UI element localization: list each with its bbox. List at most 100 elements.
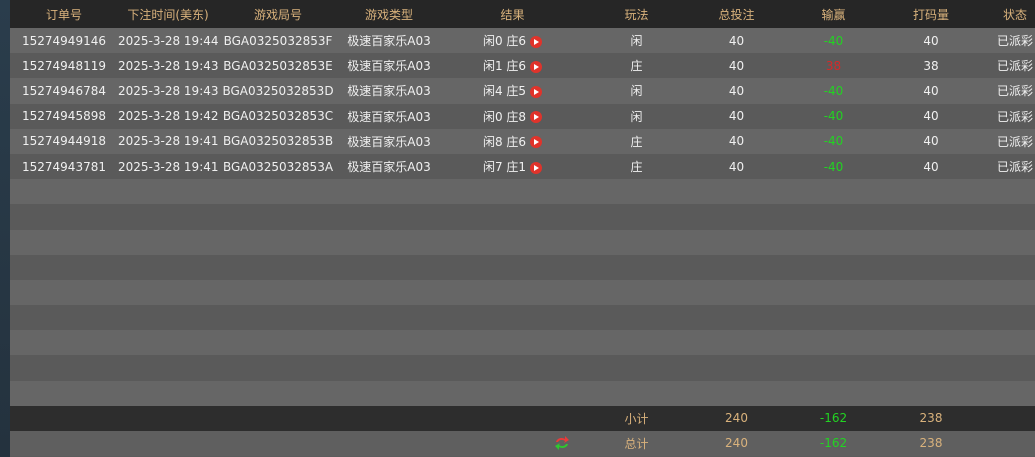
subtotal-turnover: 238: [919, 411, 943, 426]
cell-bet-time: 2025-3-28 19:41: [118, 159, 218, 174]
cell-status: 已派彩: [996, 59, 1033, 74]
cell-round-id: BGA0325032853E: [223, 58, 333, 73]
table-header: 订单号 下注时间(美东) 游戏局号 游戏类型 结果 玩法 总投注 输赢 打码量 状态: [10, 0, 1035, 28]
result-text: 闲8 庄6: [482, 134, 527, 149]
empty-row: [10, 355, 1035, 381]
cell-game-type: 极速百家乐A03: [347, 109, 431, 124]
cell-total-bet: 40: [728, 83, 745, 98]
play-video-icon[interactable]: [530, 111, 543, 124]
header-status: 状态: [1002, 7, 1027, 22]
cell-play-type: 庄: [630, 59, 643, 74]
header-bet-time: 下注时间(美东): [127, 7, 209, 22]
table-row[interactable]: 15274945898 2025-3-28 19:42 BGA0325032853C…: [10, 103, 1035, 129]
cell-total-bet: 40: [728, 33, 745, 48]
empty-row: [10, 279, 1035, 306]
cell-round-id: BGA0325032853B: [222, 134, 334, 149]
cell-result: 闲1 庄6: [440, 53, 585, 78]
table-row[interactable]: 15274944918 2025-3-28 19:41 BGA0325032853B…: [10, 128, 1035, 154]
cell-game-type: 极速百家乐A03: [347, 59, 431, 74]
header-win-loss: 输赢: [821, 7, 846, 22]
header-game-type: 游戏类型: [364, 7, 413, 22]
cell-turnover: 38: [923, 58, 939, 73]
header-total-bet: 总投注: [718, 7, 755, 22]
cell-play-type: 闲: [630, 84, 643, 99]
cell-status: 已派彩: [996, 160, 1033, 175]
empty-row: [10, 229, 1035, 255]
cell-total-bet: 40: [728, 109, 745, 124]
bet-records-table: 订单号 下注时间(美东) 游戏局号 游戏类型 结果 玩法 总投注 输赢 打码量 状态 152749…: [10, 0, 1035, 456]
cell-win-loss: -40: [823, 83, 844, 98]
cell-order-id: 15274944918: [22, 134, 106, 149]
cell-turnover: 40: [923, 33, 939, 48]
result-text: 闲7 庄1: [482, 160, 527, 175]
cell-bet-time: 2025-3-28 19:42: [118, 109, 218, 124]
cell-turnover: 40: [923, 83, 939, 98]
cell-total-bet: 40: [728, 58, 745, 73]
play-video-icon[interactable]: [530, 136, 543, 149]
cell-play-type: 庄: [630, 134, 643, 149]
empty-row: [10, 254, 1035, 280]
cell-status: 已派彩: [996, 134, 1033, 149]
cell-round-id: BGA0325032853D: [222, 83, 334, 98]
table-row[interactable]: 15274948119 2025-3-28 19:43 BGA0325032853E…: [10, 53, 1035, 79]
cell-result: 闲0 庄6: [440, 28, 585, 53]
header-order-id: 订单号: [45, 7, 82, 22]
cell-win-loss: -40: [823, 33, 844, 48]
cell-game-type: 极速百家乐A03: [347, 134, 431, 149]
total-bet: 240: [725, 436, 748, 451]
table-row[interactable]: 15274946784 2025-3-28 19:43 BGA0325032853D…: [10, 78, 1035, 104]
result-text: 闲1 庄6: [482, 59, 527, 74]
play-video-icon[interactable]: [530, 161, 543, 174]
play-video-icon[interactable]: [530, 35, 543, 48]
play-video-icon[interactable]: [530, 85, 543, 98]
total-row: 总计 240 -162 238: [10, 430, 1035, 456]
background-strip: [0, 0, 10, 457]
cell-total-bet: 40: [728, 159, 745, 174]
play-video-icon[interactable]: [530, 60, 543, 73]
result-text: 闲4 庄5: [482, 84, 527, 99]
result-text: 闲0 庄6: [482, 34, 527, 49]
cell-order-id: 15274943781: [22, 159, 106, 174]
cell-bet-time: 2025-3-28 19:44: [118, 33, 218, 48]
cell-status: 已派彩: [996, 34, 1033, 49]
cell-play-type: 闲: [630, 109, 643, 124]
cell-total-bet: 40: [728, 134, 745, 149]
table-row[interactable]: 15274949146 2025-3-28 19:44 BGA0325032853F…: [10, 28, 1035, 54]
empty-row: [10, 305, 1035, 331]
cell-result: 闲7 庄1: [440, 154, 585, 179]
total-label: 总计: [624, 436, 649, 451]
cell-round-id: BGA0325032853F: [223, 33, 333, 48]
cell-bet-time: 2025-3-28 19:43: [118, 58, 218, 73]
cell-status: 已派彩: [996, 109, 1033, 124]
total-turnover: 238: [919, 436, 943, 451]
cell-result: 闲0 庄8: [440, 104, 585, 129]
cell-result: 闲4 庄5: [440, 78, 585, 103]
cell-win-loss: -40: [823, 159, 844, 174]
empty-row: [10, 380, 1035, 406]
bet-records-table-container: 订单号 下注时间(美东) 游戏局号 游戏类型 结果 玩法 总投注 输赢 打码量 状态 152749…: [10, 0, 1035, 457]
cell-game-type: 极速百家乐A03: [347, 84, 431, 99]
cell-round-id: BGA0325032853A: [222, 159, 334, 174]
table-row[interactable]: 15274943781 2025-3-28 19:41 BGA0325032853A…: [10, 153, 1035, 180]
cell-win-loss: -40: [823, 134, 844, 149]
cell-turnover: 40: [923, 159, 939, 174]
header-play-type: 玩法: [624, 7, 649, 22]
result-text: 闲0 庄8: [482, 109, 527, 124]
cell-game-type: 极速百家乐A03: [347, 160, 431, 175]
header-turnover: 打码量: [912, 7, 949, 22]
cell-win-loss: -40: [823, 109, 844, 124]
empty-row: [10, 179, 1035, 205]
cell-play-type: 闲: [630, 34, 643, 49]
subtotal-winloss: -162: [819, 411, 848, 426]
cell-game-type: 极速百家乐A03: [347, 34, 431, 49]
cell-bet-time: 2025-3-28 19:41: [118, 134, 218, 149]
subtotal-label: 小计: [624, 411, 649, 426]
cell-order-id: 15274946784: [22, 83, 106, 98]
cell-turnover: 40: [923, 109, 939, 124]
cell-order-id: 15274945898: [22, 109, 106, 124]
cell-status: 已派彩: [996, 84, 1033, 99]
refresh-icon[interactable]: [555, 435, 569, 451]
cell-order-id: 15274949146: [22, 33, 106, 48]
cell-bet-time: 2025-3-28 19:43: [118, 83, 218, 98]
total-winloss: -162: [819, 436, 848, 451]
